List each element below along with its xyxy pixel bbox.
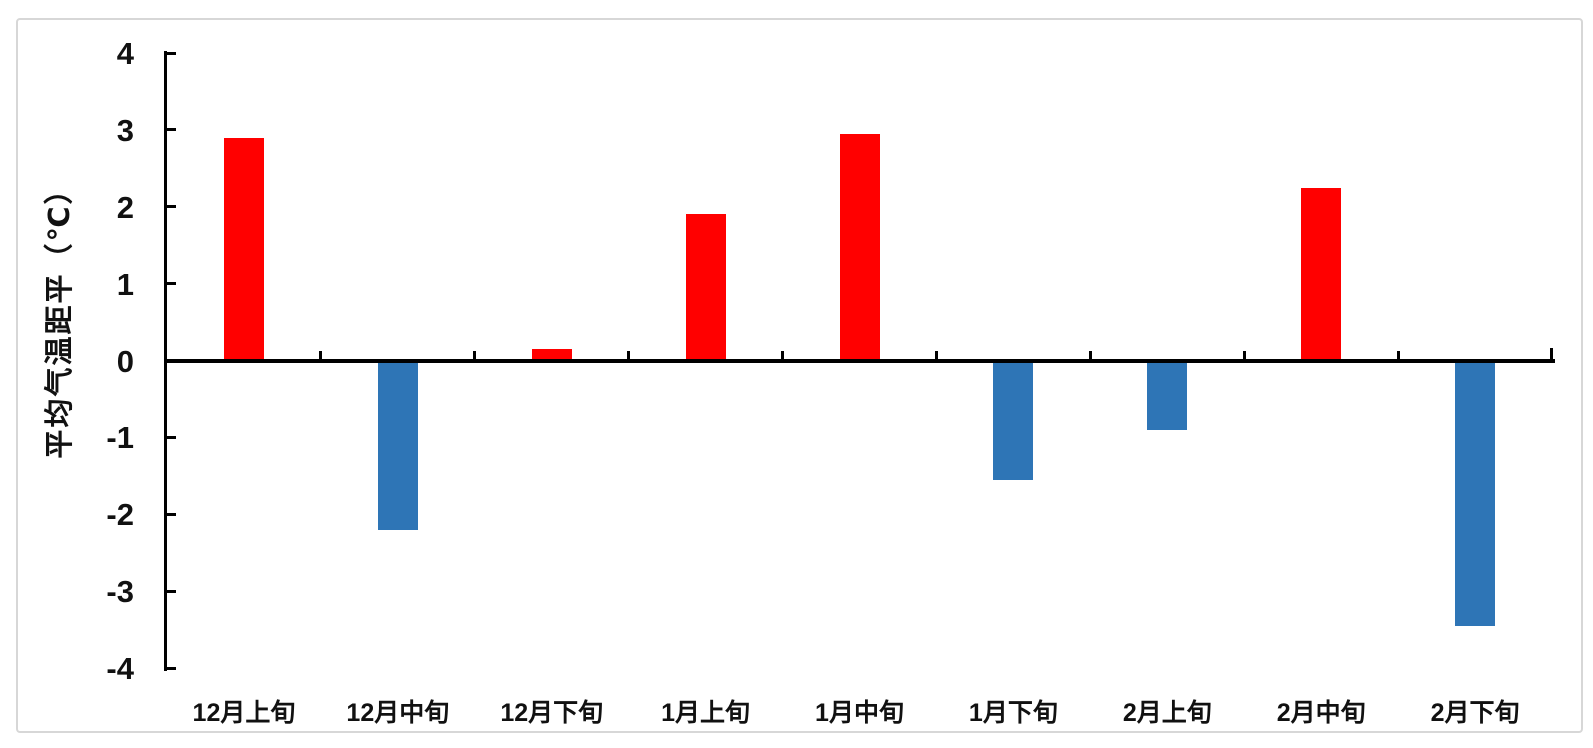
bar-2月上旬 (1147, 360, 1188, 430)
bar-12月下旬 (531, 348, 572, 361)
bar-12月中旬 (377, 360, 418, 530)
x-axis-line (164, 358, 1555, 363)
y-axis-tick (167, 205, 176, 209)
y-axis-tick (167, 128, 176, 132)
x-category-label: 1月上旬 (661, 699, 751, 727)
x-category-label: 2月上旬 (1122, 699, 1212, 727)
y-axis-tick (167, 666, 176, 670)
y-axis-tick (167, 282, 176, 286)
x-axis-tick (1088, 350, 1092, 359)
x-category-label: 1月下旬 (968, 699, 1058, 727)
bar-12月上旬 (223, 137, 264, 361)
x-axis-tick (934, 350, 938, 359)
bar-2月中旬 (1301, 187, 1342, 361)
x-category-label: 1月中旬 (815, 699, 904, 727)
bar-1月上旬 (685, 214, 726, 361)
y-tick-label: 3 (116, 112, 134, 148)
y-axis-tick (167, 512, 176, 516)
x-category-label: 12月下旬 (500, 699, 604, 727)
x-category-label: 12月上旬 (192, 699, 296, 727)
x-axis-tick (473, 350, 477, 359)
x-axis-tick (319, 350, 323, 359)
chart-frame: 平均气温距平（℃） 4 3 2 1 0 -1 -2 -3 -4 12月上旬 12月中旬 12月下旬 1… (16, 18, 1583, 733)
x-axis-tick (1396, 350, 1400, 359)
y-tick-label: 4 (116, 36, 134, 71)
y-axis-tick (167, 359, 176, 362)
plot-area: 4 3 2 1 0 -1 -2 -3 -4 12月上旬 12月中旬 12月下旬 1月上旬 1月中旬 1月下… (106, 38, 1555, 727)
y-tick-label: 1 (116, 266, 134, 302)
y-tick-label: -4 (106, 651, 134, 686)
x-axis-tick (1242, 350, 1246, 359)
x-category-label: 2月中旬 (1276, 699, 1366, 727)
y-axis-line (164, 51, 167, 671)
y-axis-tick (167, 435, 176, 439)
bar-1月中旬 (839, 133, 880, 361)
x-category-label: 2月下旬 (1430, 699, 1520, 727)
y-axis-tick (167, 589, 176, 593)
y-tick-label: 2 (116, 189, 134, 225)
x-axis-tick (781, 350, 785, 359)
x-category-label: 12月中旬 (346, 699, 450, 727)
y-tick-label: 0 (116, 343, 134, 379)
x-axis-end-tick (1550, 347, 1553, 359)
y-tick-label: -3 (106, 574, 134, 610)
y-axis-tick (167, 51, 176, 55)
bar-1月下旬 (993, 360, 1034, 480)
y-tick-label: -1 (106, 420, 134, 456)
bar-2月下旬 (1455, 360, 1496, 626)
y-tick-label: -2 (106, 497, 134, 533)
x-axis-tick (627, 350, 631, 359)
